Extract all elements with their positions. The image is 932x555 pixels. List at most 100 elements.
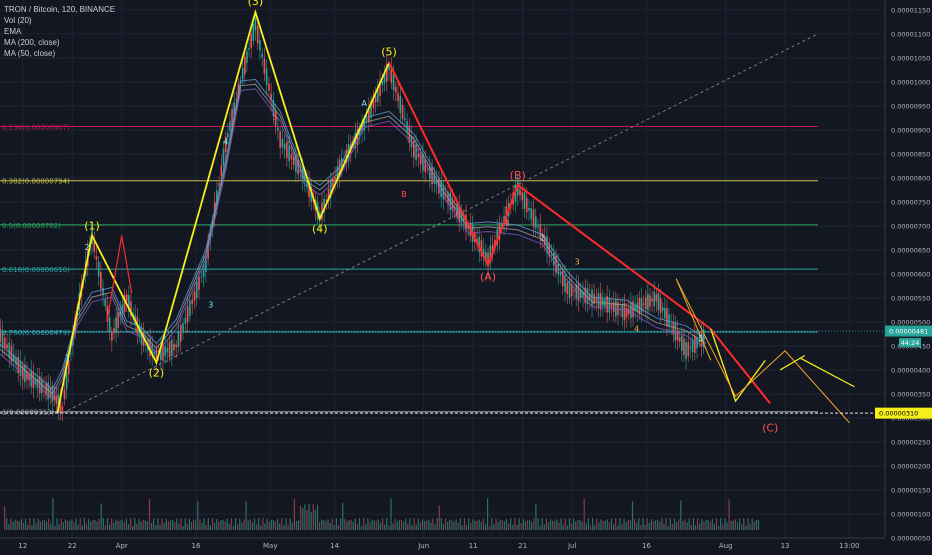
volume-bar (413, 518, 415, 530)
volume-bar (526, 520, 529, 530)
volume-bar (564, 518, 566, 530)
volume-bar (148, 499, 151, 530)
volume-bar (60, 518, 62, 530)
volume-bar (755, 519, 757, 530)
candle-body (95, 256, 98, 260)
y-tick-label: 0.00000100 (891, 510, 930, 518)
volume-bar (661, 518, 663, 530)
volume-bar (281, 518, 283, 530)
candle-body (30, 370, 33, 387)
y-tick-label: 0.00001050 (891, 54, 930, 62)
candle-body (465, 214, 467, 231)
candle-body (419, 153, 422, 165)
candle-body (610, 304, 613, 308)
volume-bar (125, 518, 127, 530)
candle-body (397, 92, 399, 102)
volume-bar (476, 520, 478, 530)
volume-bar (323, 520, 325, 530)
volume-bar (734, 519, 736, 530)
candle-body (93, 241, 96, 252)
volume-bar (33, 518, 35, 530)
candle-body (248, 48, 250, 50)
candle-body (537, 226, 539, 228)
candle-body (117, 311, 120, 328)
candle-body (566, 282, 569, 294)
volume-bar (655, 520, 657, 530)
major-wave-label: (A) (480, 270, 496, 283)
volume-bar (487, 498, 489, 530)
volume-bar (41, 520, 43, 530)
volume-bar (692, 518, 694, 530)
volume-bar (478, 519, 480, 530)
candle-body (243, 56, 246, 75)
volume-bar (153, 518, 155, 530)
candle-body (184, 317, 187, 324)
volume-bar (610, 518, 613, 530)
volume-bar (451, 520, 453, 530)
candle-body (630, 302, 632, 319)
volume-bar (226, 518, 228, 530)
volume-bar (598, 522, 600, 530)
correction-wave-line (388, 62, 771, 405)
volume-bar (289, 518, 291, 530)
volume-bar (344, 519, 346, 530)
volume-bar (403, 521, 405, 530)
candle-body (480, 240, 483, 257)
volume-bar (354, 518, 356, 530)
candle-body (205, 256, 207, 272)
candle-body (406, 121, 408, 133)
candle-body (494, 239, 496, 246)
candle-body (1, 330, 4, 348)
volume-bar (218, 521, 220, 530)
candle-body (21, 365, 24, 380)
volume-bar (516, 525, 518, 530)
volume-bar (728, 499, 730, 530)
volume-bar (445, 518, 447, 530)
volume-bar (390, 498, 392, 530)
candle-body (3, 337, 6, 348)
volume-bar (547, 522, 550, 530)
candle-body (655, 294, 658, 302)
volume-bar (411, 525, 413, 530)
candle-body (63, 389, 66, 400)
volume-bar (228, 523, 230, 530)
projection-arrow (799, 357, 855, 388)
volume-bar (396, 521, 398, 530)
fib-level-label: 0.618(0.00000610) (2, 266, 70, 274)
candle-body (265, 68, 268, 85)
minor-wave-label: B (401, 190, 407, 199)
volume-bar (541, 518, 543, 530)
wave-projection (675, 278, 855, 424)
candle-body (482, 248, 485, 256)
candle-body (413, 140, 415, 158)
volume-bar (455, 518, 457, 530)
candle-body (12, 354, 15, 361)
volume-bar (745, 525, 747, 530)
volume-bar (295, 520, 298, 530)
volume-bar (531, 521, 533, 530)
y-tick-label: 0.00000700 (891, 222, 930, 230)
major-wave-label: (5) (381, 46, 397, 59)
minor-wave-label: 3 (208, 301, 213, 310)
candle-body (363, 119, 366, 131)
minor-wave-label: 1 (505, 219, 510, 228)
candle-body (175, 344, 177, 348)
candle-body (496, 229, 498, 246)
volume-bar (67, 520, 69, 530)
target-price-tag-text: 0.00000310 (879, 410, 918, 418)
x-tick-label: May (263, 542, 277, 550)
candle-body (666, 308, 668, 326)
volume-bar (671, 524, 673, 530)
volume-bar (352, 521, 354, 530)
candle-body (286, 141, 288, 158)
x-tick-label: Jun (417, 542, 429, 550)
volume-bar (92, 519, 94, 530)
volume-bar (121, 519, 123, 530)
y-tick-label: 0.00000850 (891, 150, 930, 158)
volume-bar (552, 520, 554, 530)
candle-body (485, 251, 487, 260)
ma-50-line (0, 83, 707, 395)
volume-bar (430, 522, 432, 530)
